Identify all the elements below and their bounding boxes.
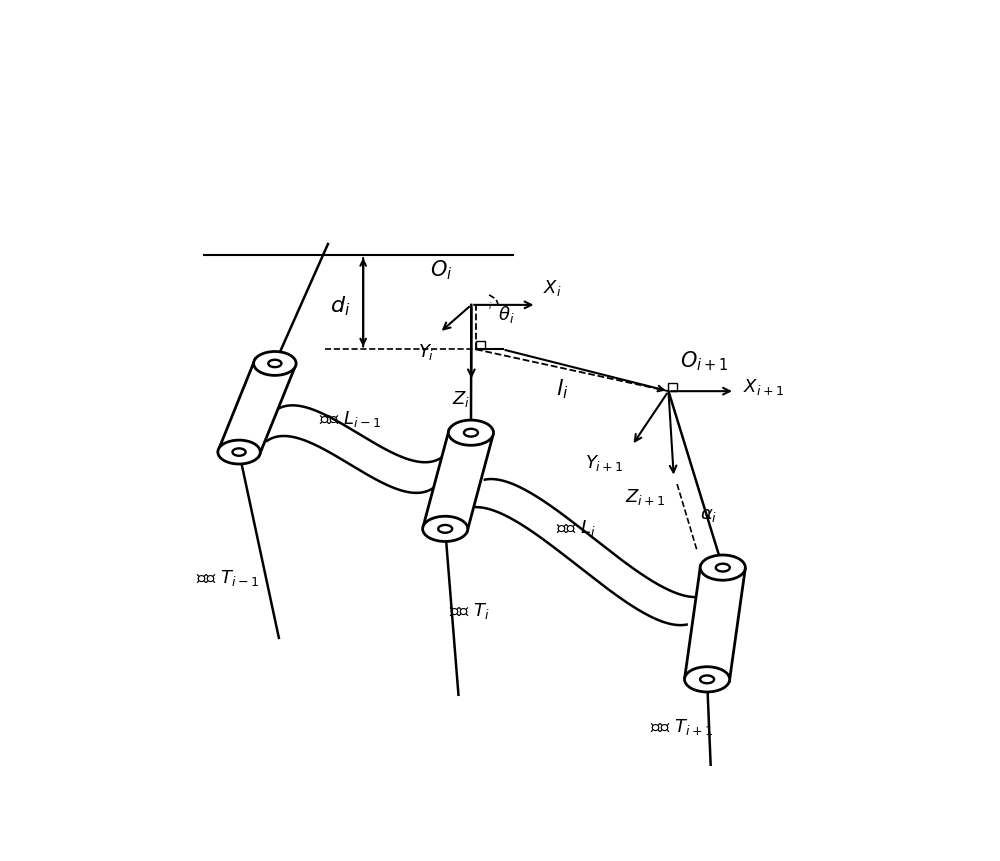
- Text: $l_i$: $l_i$: [556, 376, 568, 400]
- Ellipse shape: [700, 555, 745, 580]
- Text: $\theta_i$: $\theta_i$: [498, 304, 514, 325]
- Text: $O_{i+1}$: $O_{i+1}$: [680, 349, 729, 372]
- Ellipse shape: [423, 517, 468, 542]
- Polygon shape: [685, 567, 745, 681]
- Text: $\alpha_i$: $\alpha_i$: [700, 505, 717, 523]
- Text: $O_i$: $O_i$: [430, 257, 453, 282]
- Polygon shape: [423, 430, 493, 532]
- Ellipse shape: [232, 449, 246, 456]
- Polygon shape: [219, 360, 295, 457]
- Ellipse shape: [716, 564, 730, 572]
- Text: $Z_i$: $Z_i$: [452, 388, 470, 408]
- Text: 连杆 $L_i$: 连杆 $L_i$: [556, 517, 595, 537]
- Text: 关节 $T_{i+1}$: 关节 $T_{i+1}$: [650, 716, 713, 736]
- Text: $X_{i+1}$: $X_{i+1}$: [743, 376, 784, 396]
- Ellipse shape: [438, 525, 452, 533]
- Text: $Z_{i+1}$: $Z_{i+1}$: [625, 486, 665, 506]
- Text: 关节 $T_i$: 关节 $T_i$: [449, 600, 490, 621]
- Text: $Y_{i+1}$: $Y_{i+1}$: [585, 453, 623, 473]
- Text: $d_i$: $d_i$: [330, 294, 350, 318]
- Polygon shape: [470, 480, 702, 625]
- Text: $X_i$: $X_i$: [543, 277, 562, 298]
- Ellipse shape: [700, 676, 714, 684]
- Ellipse shape: [218, 441, 260, 464]
- Ellipse shape: [464, 430, 478, 437]
- Polygon shape: [267, 406, 442, 493]
- Ellipse shape: [448, 420, 494, 446]
- Text: $_i$: $_i$: [488, 298, 493, 311]
- Ellipse shape: [685, 667, 730, 692]
- Text: 关节 $T_{i-1}$: 关节 $T_{i-1}$: [196, 567, 259, 587]
- Text: $Y_i$: $Y_i$: [418, 342, 435, 362]
- Ellipse shape: [268, 361, 281, 368]
- Ellipse shape: [254, 352, 296, 376]
- Text: 连杆 $L_{i-1}$: 连杆 $L_{i-1}$: [319, 408, 381, 428]
